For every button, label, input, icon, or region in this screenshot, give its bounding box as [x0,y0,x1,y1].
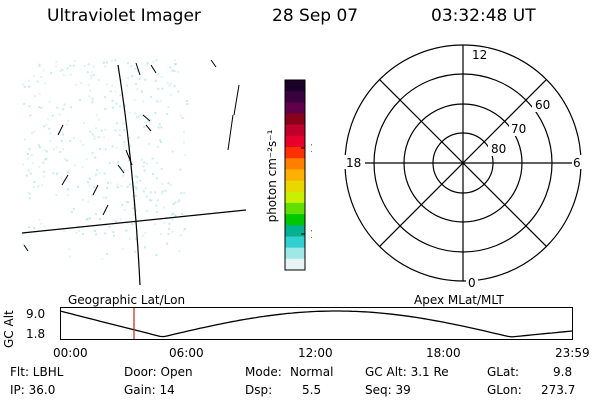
parallel-line [21,209,247,234]
colorbar-band [285,202,305,215]
colorbar-band [285,258,305,271]
xtick-2359: 23:59 [555,346,590,360]
altitude-curve [60,310,573,338]
colorbar-tick-10: 10 [310,228,312,241]
colorbar-band [285,225,305,238]
colorbar-band [285,80,305,92]
colorbar-band [285,169,305,182]
ip-readout: IP: 36.0 [10,383,56,397]
mode-value: Normal [290,365,334,379]
dsp-label: Dsp: [245,383,273,397]
time-readout: 03:32:48 UT [431,6,536,26]
colorbar-band [285,124,305,137]
app-title: Ultraviolet Imager [47,6,201,26]
colorbar-band [285,214,305,226]
colorbar-unit-label: photon cm⁻²s⁻¹ [265,129,279,222]
colorbar-band [285,113,305,126]
mlt-label-6: 6 [573,156,581,170]
mlt-label-12: 12 [472,48,487,62]
polar-mlat-mlt-plot: 12 0 18 6 60 70 80 [343,44,584,290]
colorbar-band [285,180,305,193]
colorbar-tick-100: 100 [310,142,312,155]
xtick-1800: 18:00 [426,346,461,360]
gain-readout: Gain: 14 [124,383,175,397]
xtick-0600: 06:00 [169,346,204,360]
glat-value: 9.8 [553,365,573,379]
apex-projection-label: Apex MLat/MLT [414,293,504,307]
colorbar-band [285,191,305,204]
filter-readout: Flt: LBHL [10,365,64,379]
colorbar-band [285,102,305,115]
altitude-axis-label: GC Alt [2,310,16,348]
altitude-ytick-high: 9.0 [26,307,46,321]
colorbar-band [285,147,305,159]
mlat-label-70: 70 [511,122,526,136]
colorbar-band [285,247,305,260]
glon-label: GLon: [487,383,522,397]
door-readout: Door: Open [124,365,193,379]
geographic-projection-label: Geographic Lat/Lon [68,293,186,307]
emission-speckle [22,59,189,260]
ground-ticks [23,59,240,252]
glon-value: 273.7 [541,383,576,397]
colorbar-band [285,158,305,171]
colorbar-band [285,236,305,249]
xtick-0000: 00:00 [53,346,88,360]
dsp-value: 5.5 [302,383,322,397]
seq-readout: Seq: 39 [365,383,411,397]
mlt-label-18: 18 [346,156,361,170]
intensity-colorbar: 100 10 photon cm⁻²s⁻¹ [265,79,312,271]
colorbar-band [285,135,305,148]
mode-label: Mode: [245,365,282,379]
date-readout: 28 Sep 07 [272,6,359,26]
gc-alt-readout: GC Alt: 3.1 Re [365,365,449,379]
altitude-ytick-low: 1.8 [26,327,46,341]
mlat-label-60: 60 [535,98,550,112]
altitude-timeline-plot [60,307,573,340]
glat-label: GLat: [487,365,520,379]
meridian-line [117,64,141,286]
colorbar-band [285,91,305,103]
mlt-label-0: 0 [468,276,476,290]
mlat-label-80: 80 [491,142,506,156]
geographic-image-panel [21,59,247,286]
xtick-1200: 12:00 [298,346,333,360]
